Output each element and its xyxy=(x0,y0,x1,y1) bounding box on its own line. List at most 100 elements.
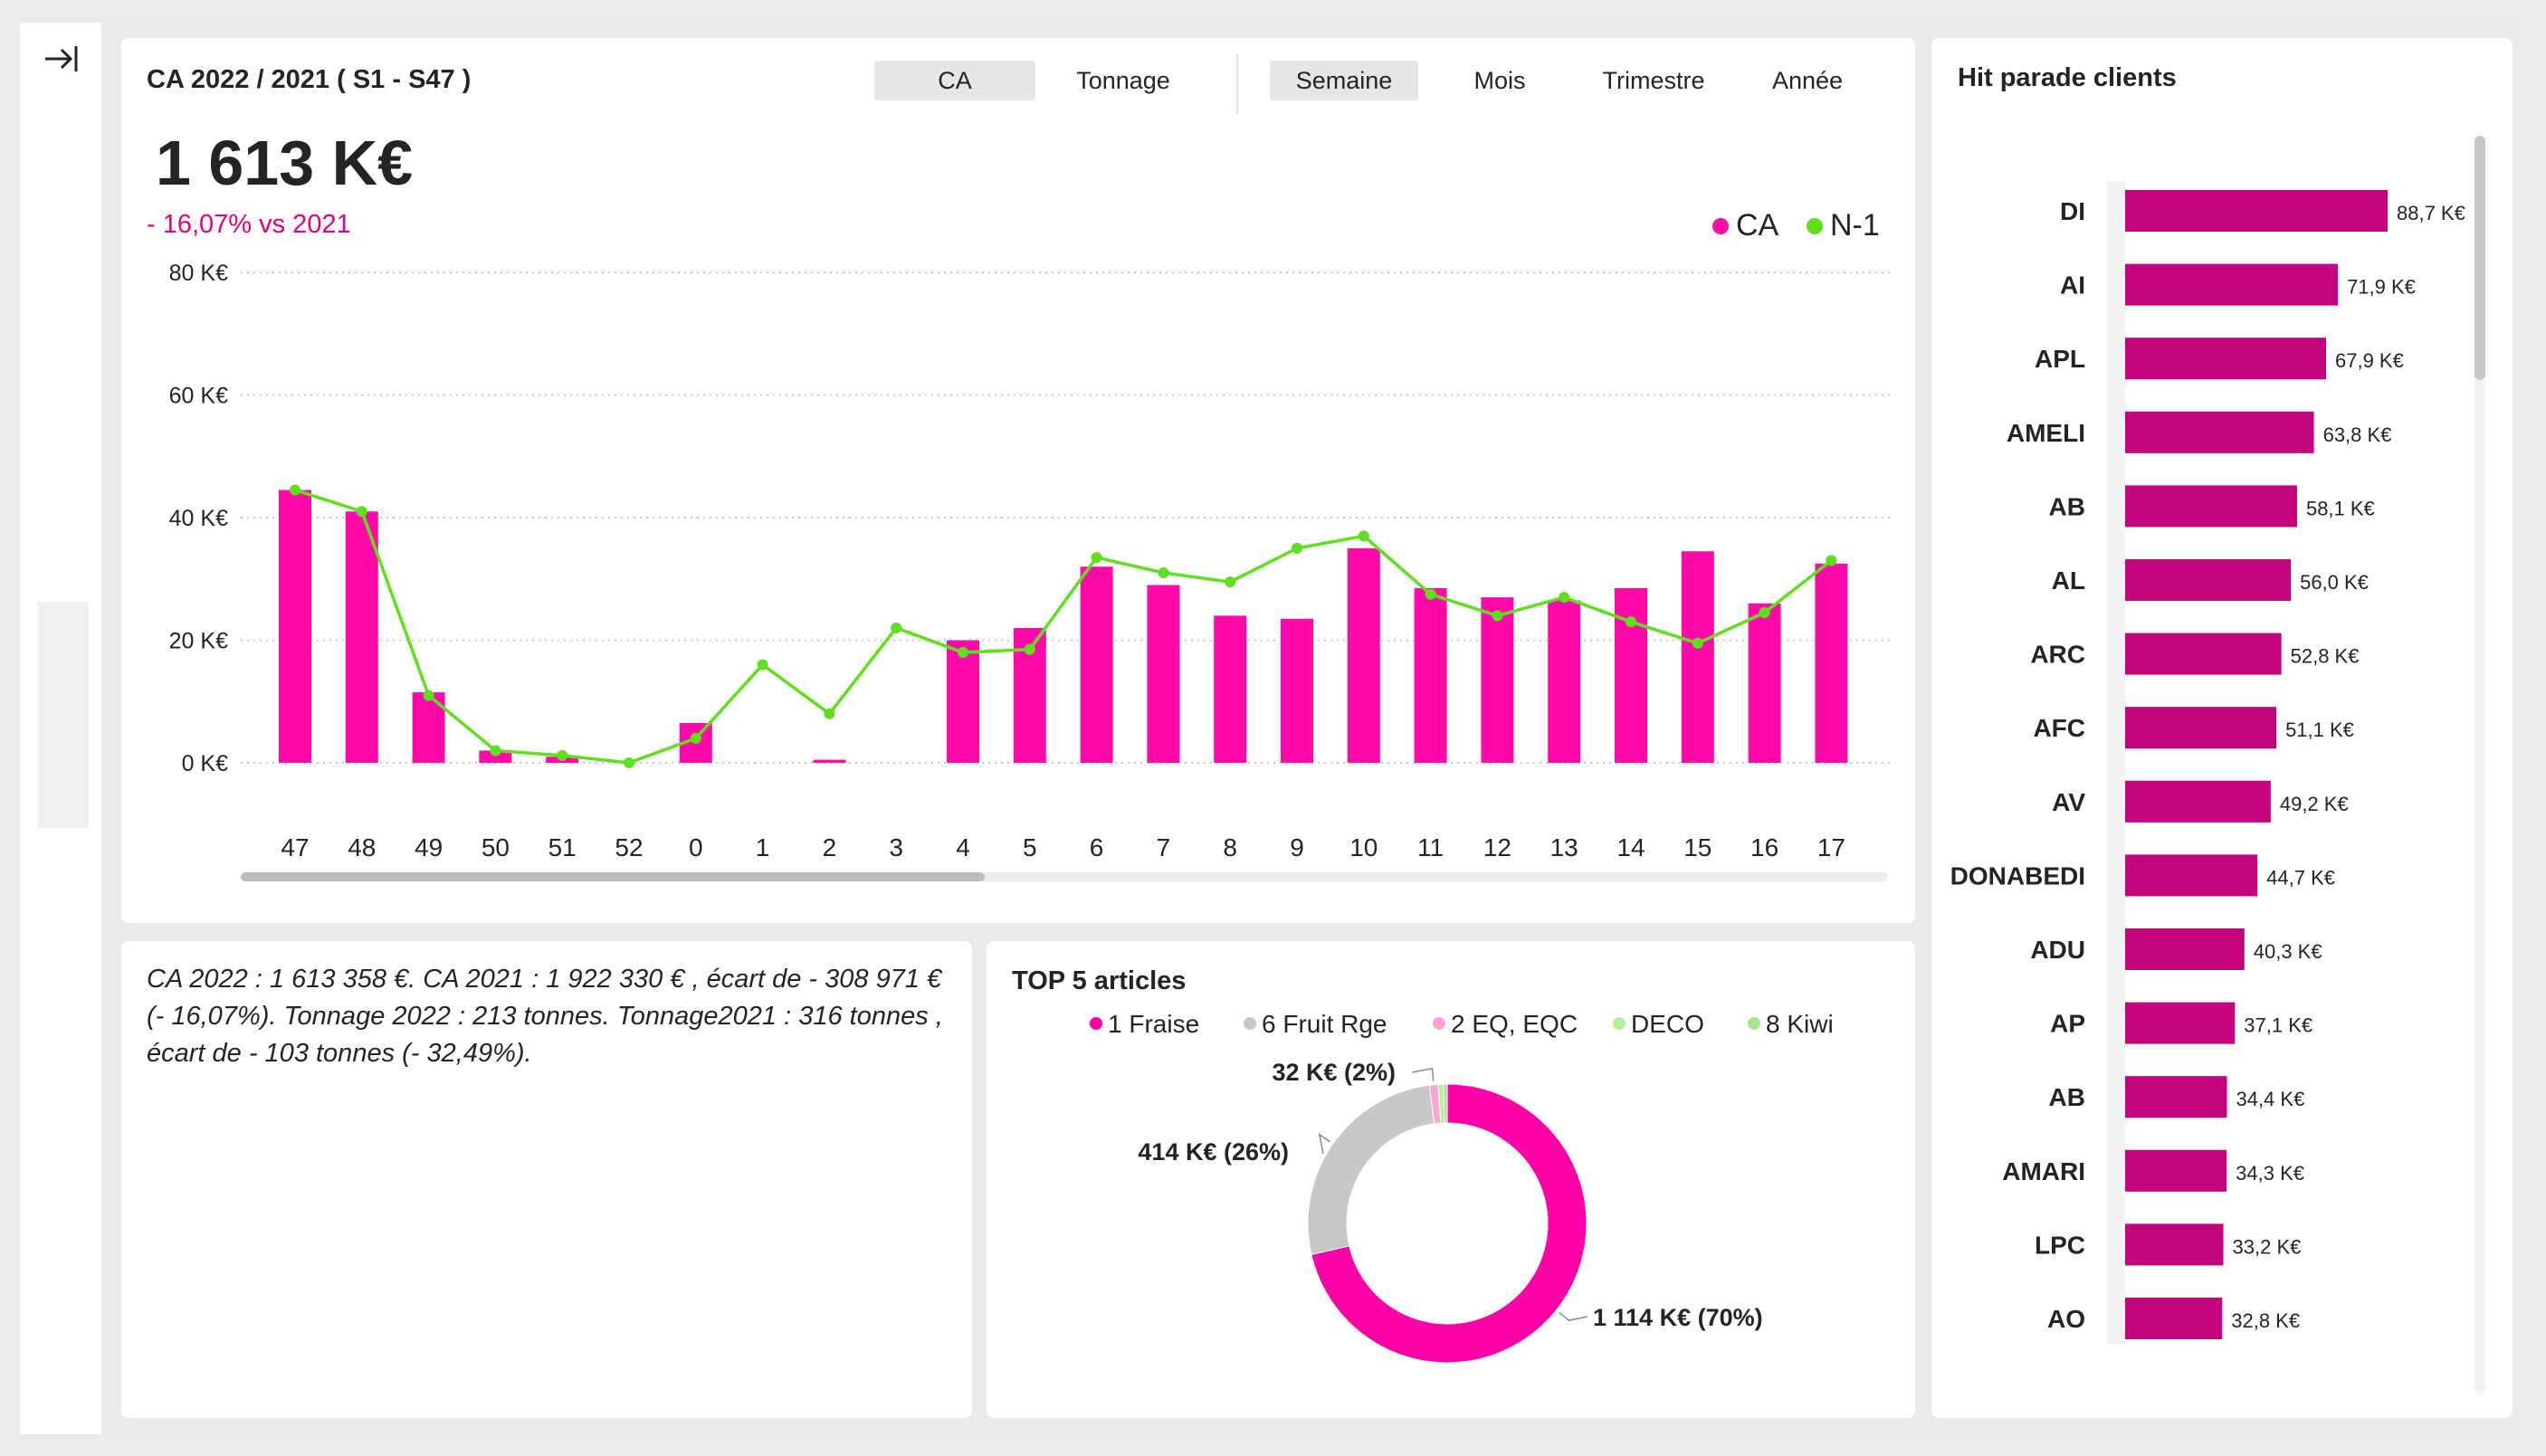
x-tick-label: 49 xyxy=(415,833,443,861)
x-tick-label: 10 xyxy=(1349,833,1378,861)
client-value-label: 44,7 K€ xyxy=(2266,866,2335,889)
point-n1 xyxy=(1692,637,1703,649)
client-bar xyxy=(2125,1076,2227,1118)
legend-n1[interactable]: N-1 xyxy=(1807,208,1880,243)
measure-button-ca[interactable]: CA xyxy=(874,61,1035,100)
client-label: APL xyxy=(2035,345,2085,373)
chart-scroll-thumb[interactable] xyxy=(241,872,985,881)
client-bar xyxy=(2125,928,2245,970)
hit-parade-scroll-thumb[interactable] xyxy=(2474,136,2485,380)
bar-ca xyxy=(1214,615,1247,763)
legend-label: 6 Fruit Rge xyxy=(1262,1010,1387,1038)
point-n1 xyxy=(1024,643,1035,655)
client-bar xyxy=(2125,411,2314,453)
period-button-semaine[interactable]: Semaine xyxy=(1270,61,1418,100)
x-tick-label: 2 xyxy=(823,833,837,861)
x-tick-label: 16 xyxy=(1750,833,1778,861)
point-n1 xyxy=(824,708,835,719)
client-label: DONABEDI xyxy=(1950,861,2085,890)
point-n1 xyxy=(356,506,367,518)
client-value-label: 32,8 K€ xyxy=(2231,1309,2300,1332)
legend-label: 1 Fraise xyxy=(1108,1010,1199,1038)
client-bar xyxy=(2125,485,2297,528)
bar-ca xyxy=(813,759,846,763)
client-bar xyxy=(2125,1002,2236,1044)
point-n1 xyxy=(490,745,501,757)
x-tick-label: 15 xyxy=(1683,833,1712,861)
client-label: AI xyxy=(2060,271,2085,300)
point-n1 xyxy=(757,659,768,671)
client-bar xyxy=(2125,854,2258,897)
client-value-label: 56,0 K€ xyxy=(2300,571,2369,594)
x-tick-label: 17 xyxy=(1817,833,1845,861)
client-value-label: 34,4 K€ xyxy=(2236,1088,2304,1110)
point-n1 xyxy=(290,484,300,496)
legend-ca[interactable]: CA xyxy=(1712,208,1778,243)
client-label: AL xyxy=(2052,566,2085,595)
period-button-annee[interactable]: Année xyxy=(1771,66,1844,94)
bar-ca xyxy=(345,511,378,763)
category-axis-band xyxy=(2107,181,2125,1344)
x-tick-label: 9 xyxy=(1290,833,1304,861)
line-n1 xyxy=(294,488,1833,765)
bar-ca xyxy=(1815,563,1848,763)
measure-button-tonnage[interactable]: Tonnage xyxy=(1076,66,1170,94)
x-tick-label: 6 xyxy=(1090,833,1104,861)
bar-ca xyxy=(1414,587,1447,763)
client-label: AB xyxy=(2049,1083,2085,1111)
point-n1 xyxy=(1759,607,1770,619)
x-tick-label: 11 xyxy=(1417,833,1444,861)
client-label: DI xyxy=(2060,197,2085,225)
client-label: AV xyxy=(2052,788,2085,816)
donut-data-label: 1 114 K€ (70%) xyxy=(1593,1304,1763,1331)
bar-ca xyxy=(1681,551,1714,763)
hit-parade-scrollbar[interactable] xyxy=(2474,136,2485,1394)
client-value-label: 52,8 K€ xyxy=(2291,645,2360,668)
bar-ca xyxy=(1080,566,1113,763)
bar-ca xyxy=(1281,618,1313,763)
point-n1 xyxy=(1292,542,1302,554)
period-button-trimestre[interactable]: Trimestre xyxy=(1602,66,1705,94)
kpi-value: 1 613 K€ xyxy=(156,128,414,198)
point-n1 xyxy=(690,732,701,744)
client-value-label: 63,8 K€ xyxy=(2323,423,2392,446)
client-label: AFC xyxy=(2033,714,2085,742)
point-n1 xyxy=(557,749,568,761)
x-tick-label: 14 xyxy=(1616,833,1645,861)
legend-marker xyxy=(1090,1017,1102,1030)
period-button-mois[interactable]: Mois xyxy=(1473,66,1526,94)
client-label: ARC xyxy=(2030,641,2085,669)
point-n1 xyxy=(1559,592,1570,604)
point-n1 xyxy=(1158,566,1169,578)
client-bar xyxy=(2125,559,2292,601)
x-tick-label: 47 xyxy=(281,833,309,861)
point-n1 xyxy=(1358,530,1369,542)
x-tick-label: 4 xyxy=(956,833,970,861)
client-bar xyxy=(2125,263,2339,306)
point-n1 xyxy=(958,647,968,659)
point-n1 xyxy=(1425,588,1436,600)
x-tick-label: 52 xyxy=(615,833,643,861)
weekly-chart-panel xyxy=(121,38,1915,923)
client-bar xyxy=(2125,338,2326,380)
left-rail xyxy=(20,23,101,1434)
bar-ca xyxy=(947,640,979,763)
narrative-text: CA 2022 : 1 613 358 €. CA 2021 : 1 922 3… xyxy=(147,965,943,1068)
point-n1 xyxy=(1626,616,1636,628)
expand-pane-icon[interactable] xyxy=(42,39,81,79)
client-value-label: 67,9 K€ xyxy=(2335,349,2404,372)
donut-title: TOP 5 articles xyxy=(1012,966,1187,995)
legend-ca-label: CA xyxy=(1736,208,1779,243)
data-label-leader xyxy=(1559,1311,1588,1321)
legend-label: DECO xyxy=(1631,1010,1704,1038)
bar-ca xyxy=(1481,597,1514,763)
client-bar xyxy=(2125,190,2388,232)
bar-ca xyxy=(1147,585,1180,763)
legend-marker xyxy=(1613,1017,1626,1030)
client-bar xyxy=(2125,1298,2223,1339)
donut-data-label: 414 K€ (26%) xyxy=(1138,1138,1289,1166)
client-bar xyxy=(2125,707,2277,749)
point-n1 xyxy=(1225,576,1236,588)
point-n1 xyxy=(1826,555,1837,566)
